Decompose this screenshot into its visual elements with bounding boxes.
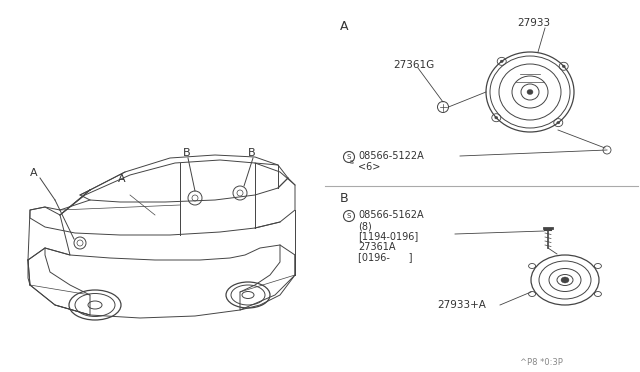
Text: 08566-5122A: 08566-5122A	[358, 151, 424, 161]
Text: <6>: <6>	[358, 162, 380, 172]
Text: S: S	[347, 213, 351, 219]
Text: ^P8 *0:3P: ^P8 *0:3P	[520, 358, 563, 367]
Text: S: S	[347, 154, 351, 160]
Ellipse shape	[527, 90, 533, 94]
Text: [0196-      ]: [0196- ]	[358, 252, 413, 262]
Text: A: A	[30, 168, 38, 178]
Text: A: A	[118, 174, 125, 184]
Text: S: S	[350, 160, 354, 164]
Ellipse shape	[495, 116, 498, 119]
Ellipse shape	[562, 65, 565, 68]
Ellipse shape	[561, 277, 569, 283]
Ellipse shape	[500, 60, 503, 62]
Text: B: B	[183, 148, 191, 158]
Ellipse shape	[557, 121, 560, 124]
Text: 27933+A: 27933+A	[437, 300, 486, 310]
Text: B: B	[248, 148, 255, 158]
Text: 27361G: 27361G	[393, 60, 435, 70]
Text: (8): (8)	[358, 221, 372, 231]
Text: [1194-0196]: [1194-0196]	[358, 231, 419, 241]
Text: 27933: 27933	[517, 18, 550, 28]
Text: 08566-5162A: 08566-5162A	[358, 210, 424, 220]
Text: B: B	[340, 192, 349, 205]
Text: A: A	[340, 20, 349, 33]
Text: 27361A: 27361A	[358, 242, 396, 252]
